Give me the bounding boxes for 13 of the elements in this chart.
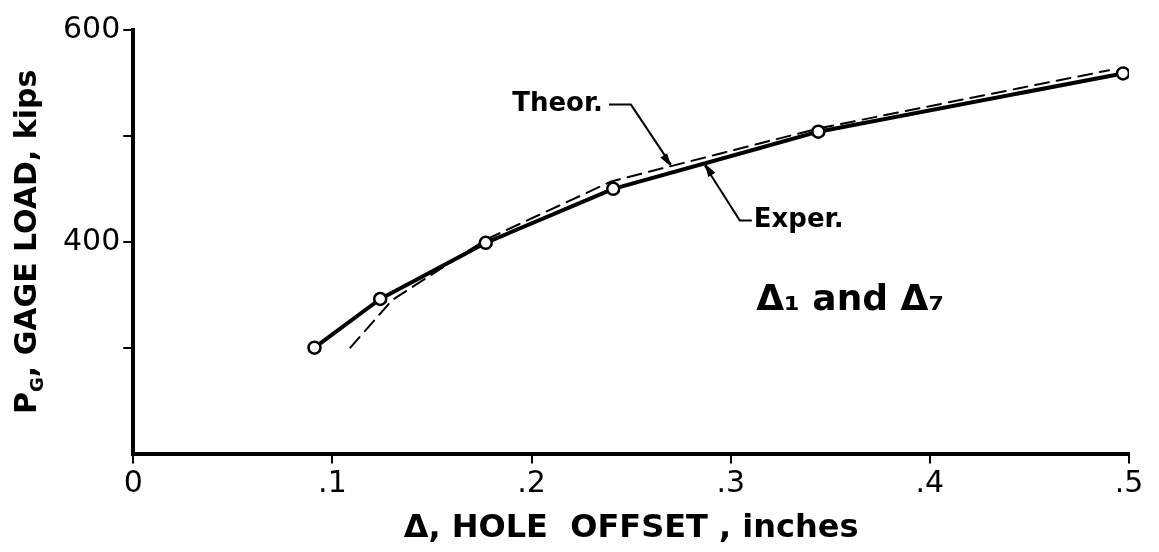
x-tick-label: .5 — [1114, 464, 1144, 500]
x-tick-label: .1 — [318, 464, 347, 500]
x-tick-label: 0 — [123, 464, 143, 500]
x-tick-label: .4 — [915, 464, 945, 500]
annotation: Theor. — [512, 87, 603, 118]
annotation: Δ₁ and Δ₇ — [756, 277, 945, 319]
x-axis-title: Δ, HOLE OFFSET , inches — [403, 507, 859, 546]
y-axis-title: PG, GAGE LOAD, kips — [7, 69, 47, 414]
x-tick-label: .2 — [517, 464, 546, 500]
x-tick-label: .3 — [716, 464, 746, 500]
y-tick-label: 400 — [63, 221, 121, 257]
y-tick-label: 600 — [63, 9, 121, 45]
annotation: Exper. — [753, 203, 844, 234]
